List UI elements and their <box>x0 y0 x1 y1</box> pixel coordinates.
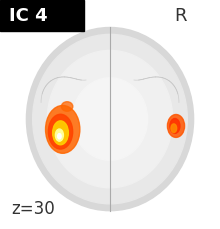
FancyBboxPatch shape <box>0 0 84 31</box>
Ellipse shape <box>171 124 177 133</box>
Ellipse shape <box>48 114 73 149</box>
Ellipse shape <box>167 114 185 137</box>
Text: IC 4: IC 4 <box>9 7 48 25</box>
Ellipse shape <box>58 134 61 139</box>
Ellipse shape <box>61 102 73 111</box>
Ellipse shape <box>47 50 173 188</box>
Text: z=30: z=30 <box>11 199 55 218</box>
Ellipse shape <box>72 78 148 160</box>
Ellipse shape <box>26 27 194 211</box>
Ellipse shape <box>170 119 180 133</box>
Ellipse shape <box>46 105 80 153</box>
Ellipse shape <box>53 121 68 145</box>
Text: R: R <box>174 7 187 25</box>
Ellipse shape <box>55 129 63 141</box>
Ellipse shape <box>33 34 187 204</box>
